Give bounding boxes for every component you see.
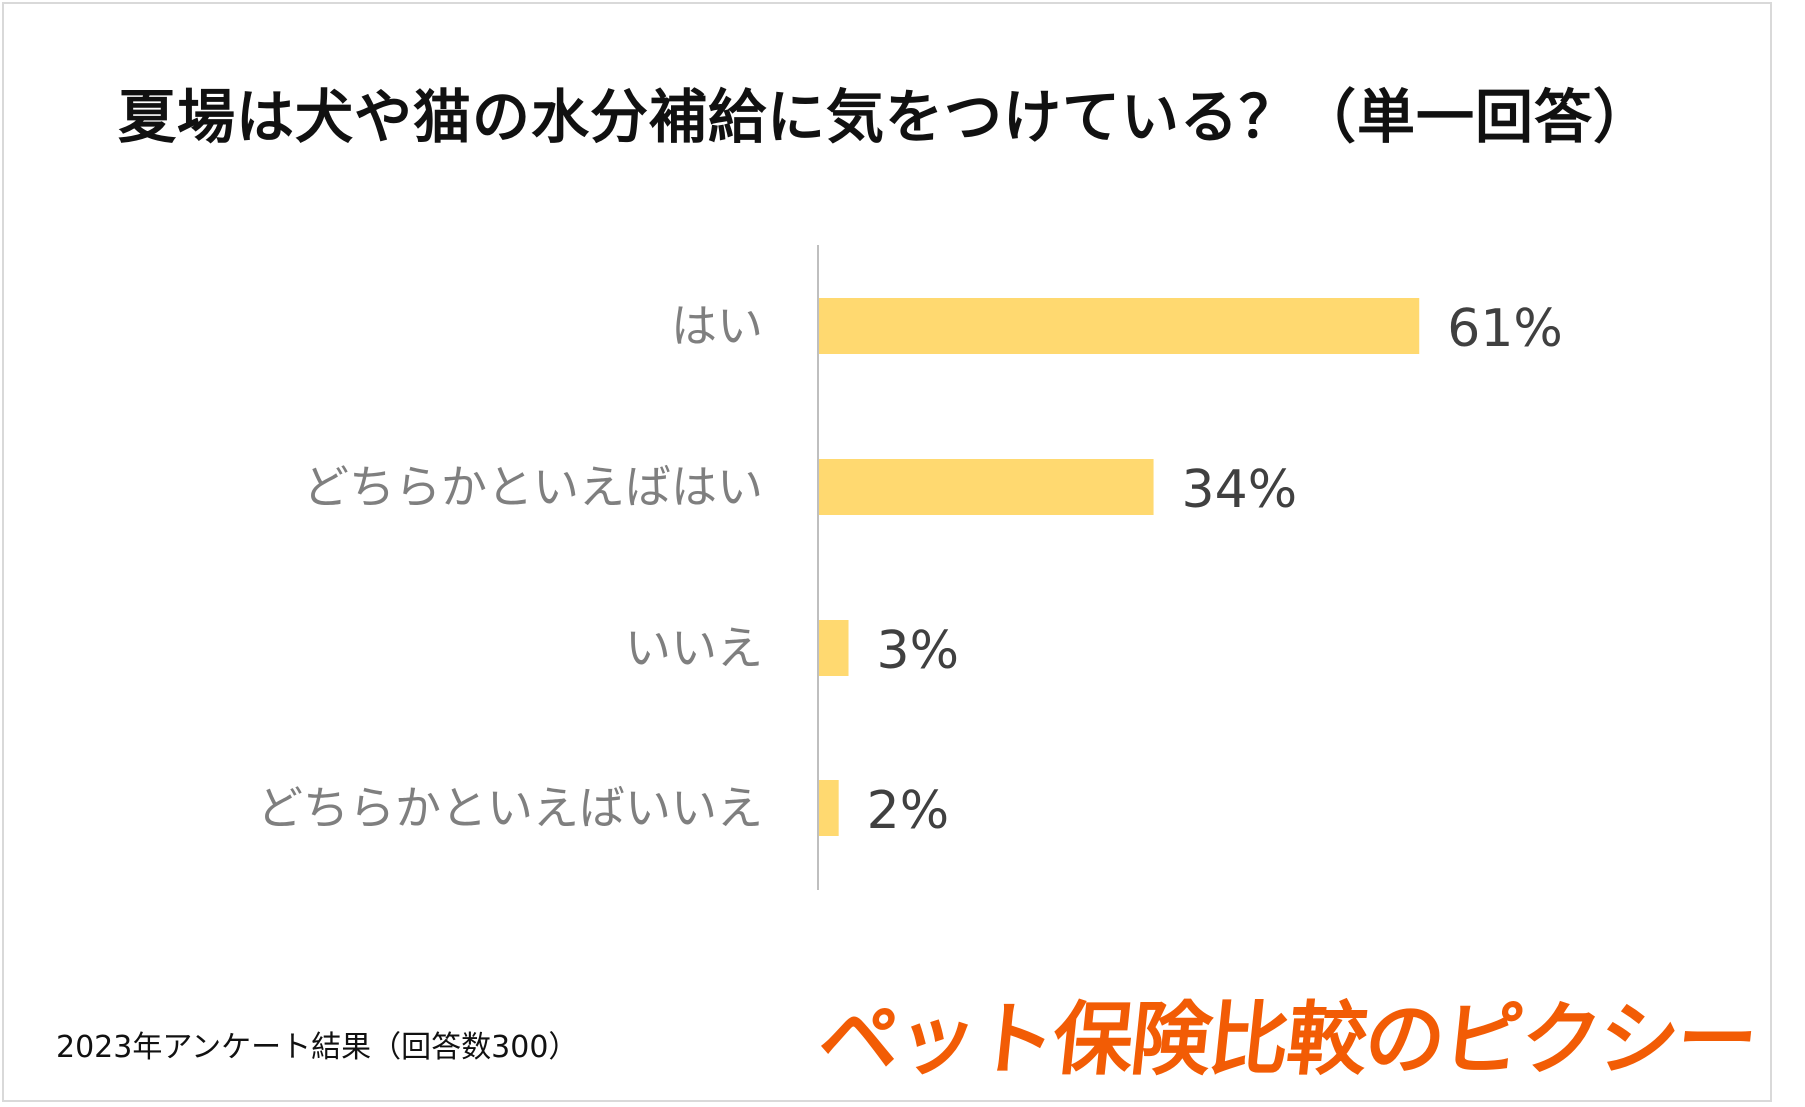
category-label: どちらかといえばはい: [303, 460, 763, 514]
value-label: 2%: [867, 781, 950, 841]
value-label: 34%: [1182, 460, 1298, 520]
chart-title: 夏場は犬や猫の水分補給に気をつけている？（単一回答）: [117, 83, 1652, 151]
category-label: いいえ: [625, 621, 763, 675]
bar: [819, 780, 839, 836]
survey-footnote: 2023年アンケート結果（回答数300）: [56, 1030, 579, 1065]
brand-logo[interactable]: ペット保険比較のピクシー: [814, 993, 1761, 1086]
bar: [819, 620, 849, 676]
bar: [819, 459, 1154, 515]
value-label: 3%: [877, 621, 960, 681]
chart-frame: [2, 2, 1772, 1102]
category-label: はい: [671, 299, 763, 353]
bars-group: はい 61% どちらかといえばはい 34% いいえ 3% どちらかといえばいいえ 2%: [257, 298, 1563, 841]
bar: [819, 298, 1420, 354]
category-label: どちらかといえばいいえ: [257, 781, 763, 835]
value-label: 61%: [1447, 299, 1563, 359]
